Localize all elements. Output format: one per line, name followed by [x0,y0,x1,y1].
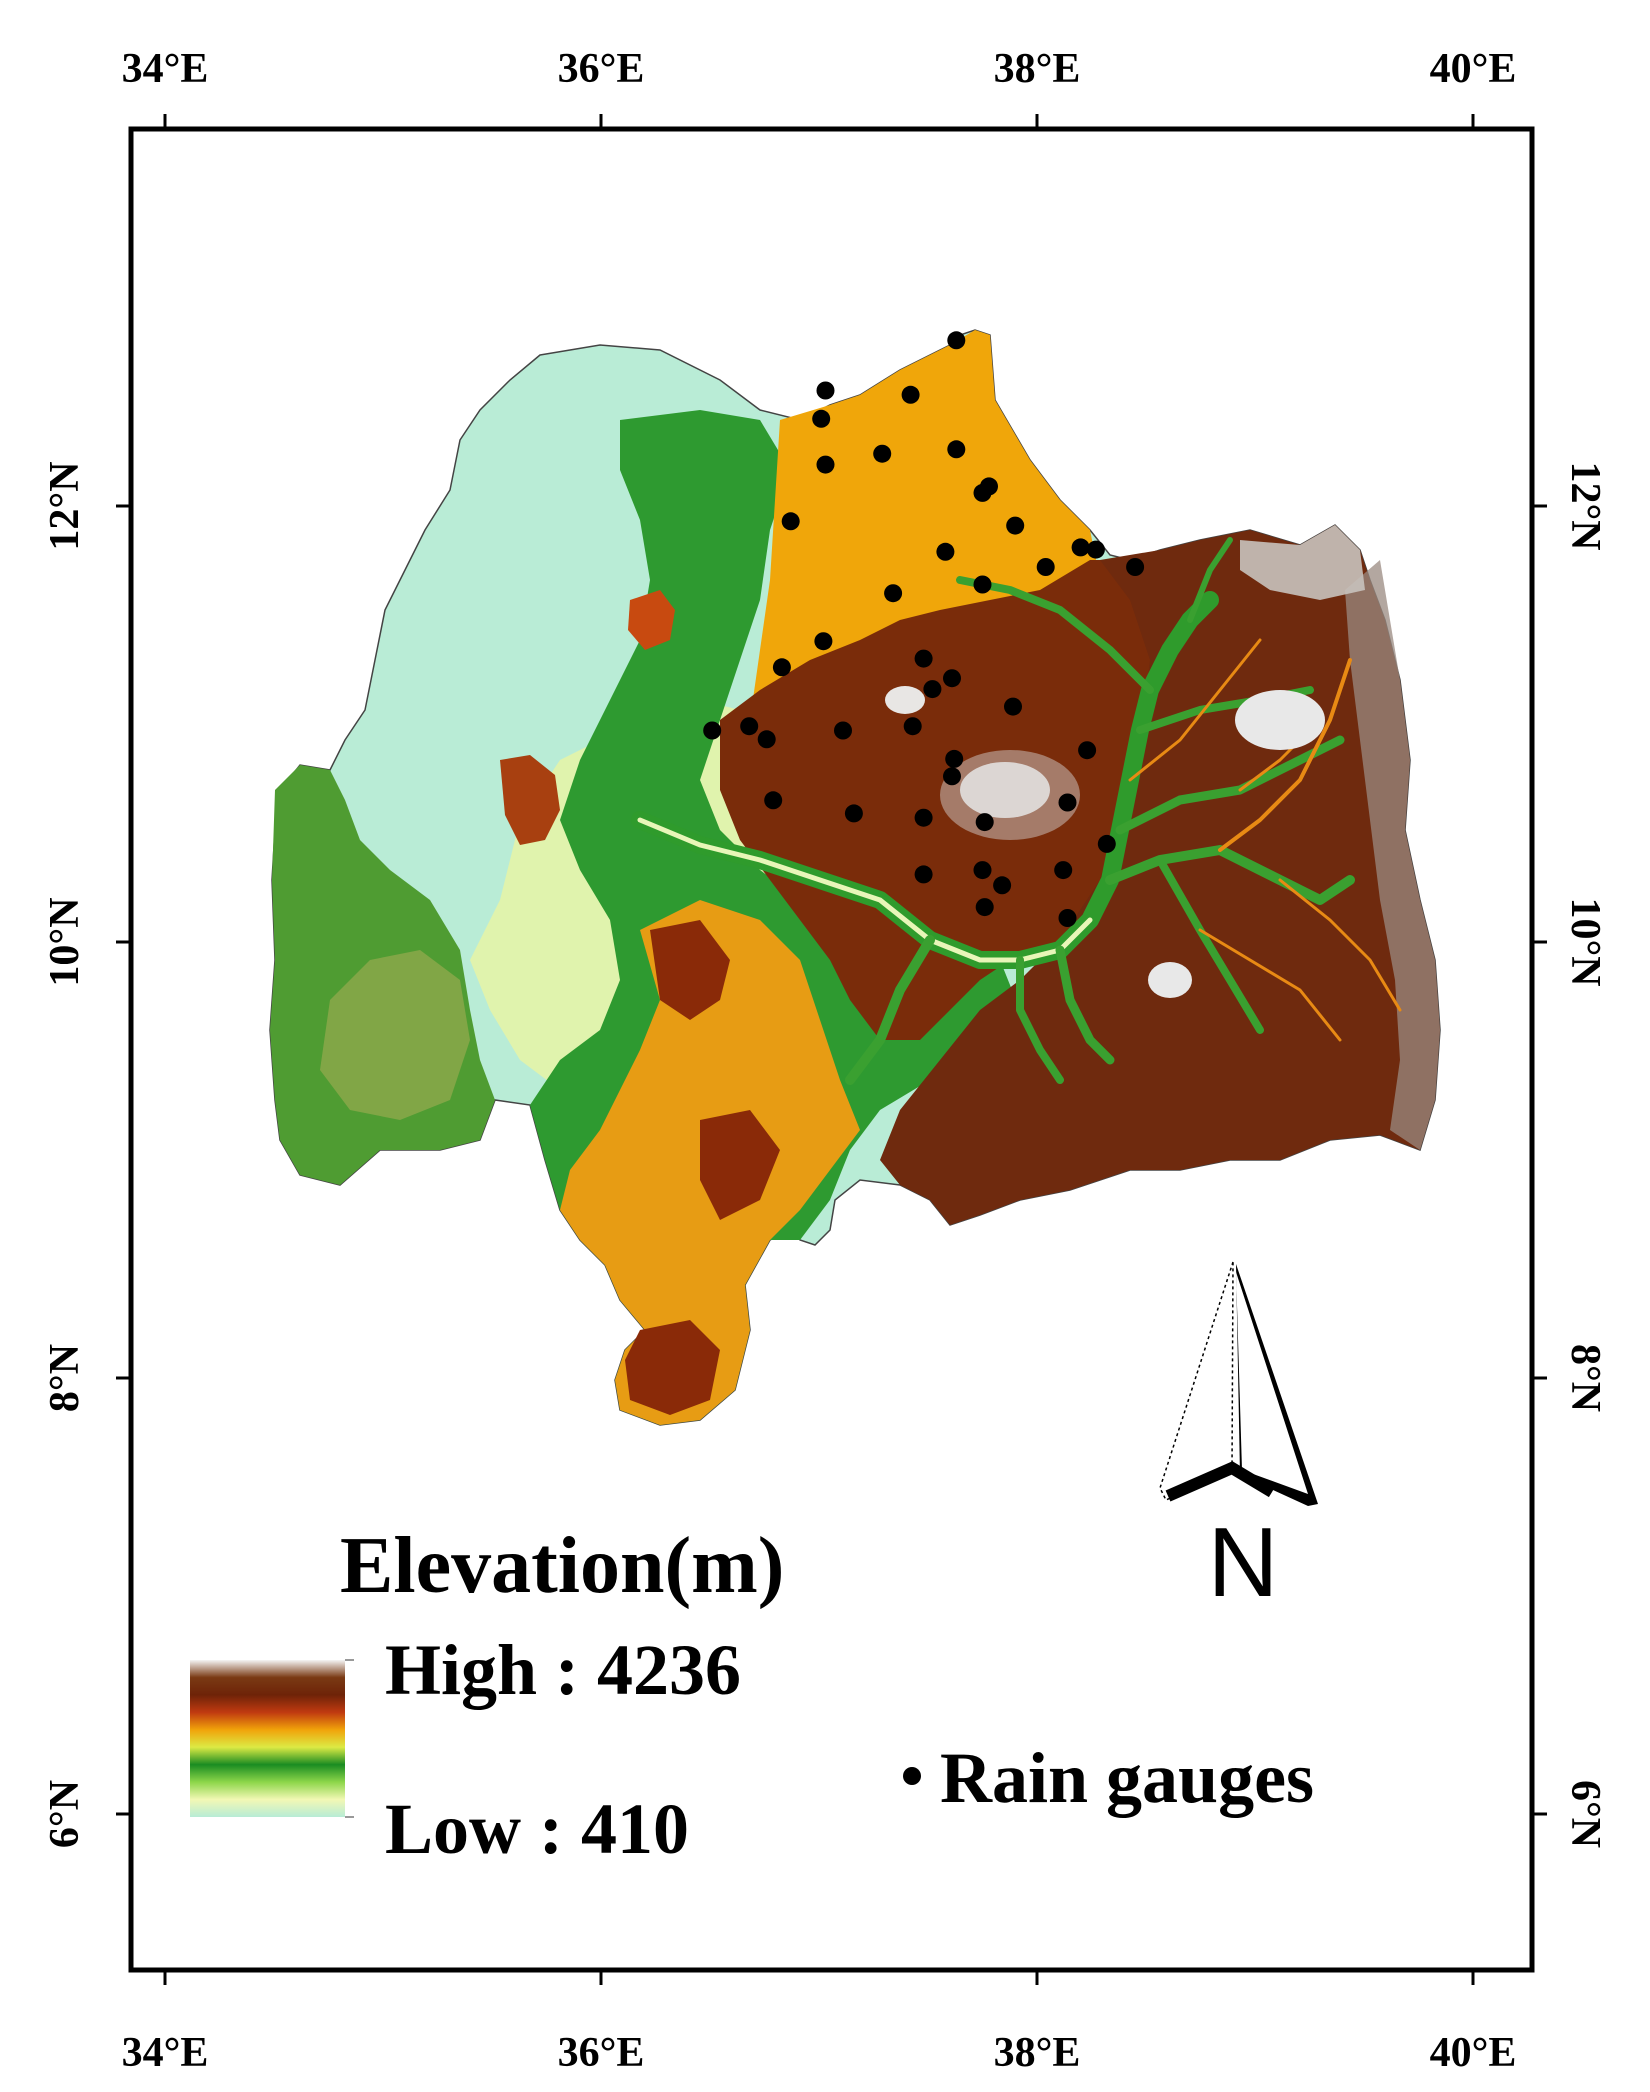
top-tick-40e: 40°E [1430,46,1517,92]
rain-gauge-point [945,749,964,768]
rain-gauge-point [1097,834,1116,853]
left-tick-10n: 10°N [42,897,88,986]
rain-gauge-point [884,584,903,603]
left-tick-6n: 6°N [42,1780,88,1848]
rain-gauge-point [781,512,800,531]
north-arrow-label: N [1208,1507,1279,1617]
east-summit [1235,690,1325,750]
rain-gauge-point [901,385,920,404]
left-tick-12n: 12°N [42,461,88,550]
bottom-axis-labels: 34°E 36°E 38°E 40°E [122,2030,1517,2076]
legend-gauges-label: Rain gauges [940,1738,1314,1818]
elevation-legend: Elevation(m) High : 4236 Low : 410 Rain … [190,1522,1314,1869]
rain-gauge-point [812,409,831,428]
rain-gauge-point [973,861,992,880]
rain-gauge-point [975,898,994,917]
legend-title: Elevation(m) [340,1522,784,1610]
southwest-olive-patch [320,950,470,1120]
southeast-summit [1148,962,1192,998]
rain-gauge-points [703,331,1145,927]
south-brown-core [625,920,780,1415]
right-tick-10n: 10°N [1562,897,1608,986]
north-arrow: N [1159,1261,1318,1617]
right-axis-labels: 12°N 10°N 8°N 6°N [1562,461,1608,1848]
top-tick-38e: 38°E [994,46,1081,92]
rain-gauge-point [873,444,892,463]
right-tick-6n: 6°N [1562,1780,1608,1848]
north-arrow-base [1165,1461,1276,1502]
rain-gauge-point [703,721,722,740]
basin-elevation-raster [269,329,1441,1426]
top-tick-34e: 34°E [122,46,209,92]
right-tick-12n: 12°N [1562,461,1608,550]
gojjam-summit [885,686,925,714]
rain-gauge-point [947,440,966,459]
bottom-tick-36e: 36°E [558,2030,645,2076]
rain-gauge-point [903,717,922,736]
rain-gauge-point [834,721,852,740]
choke-mountains-slope [940,750,1080,840]
rain-gauge-point [1058,909,1077,927]
legend-color-ramp [190,1660,345,1817]
rain-gauge-point [740,717,759,736]
rain-gauge-point [1086,540,1105,559]
rain-gauge-point [814,632,833,651]
legend-gauge-symbol [903,1767,921,1785]
rain-gauge-point [943,669,961,688]
rain-gauge-point [844,804,863,823]
rain-gauge-point [1126,558,1145,576]
ne-grey-rim [1240,525,1365,600]
rain-gauge-point [816,381,835,400]
northwest-hill-patch [628,590,675,650]
top-axis-labels: 34°E 36°E 38°E 40°E [122,46,1517,92]
rain-gauge-point [923,680,942,699]
rain-gauge-point [914,865,933,884]
rain-gauge-point [914,808,933,827]
rain-gauge-point [973,483,992,502]
rain-gauge-point [757,730,776,749]
rain-gauge-point [1006,516,1025,535]
north-arrow-right-inner [1236,1272,1308,1494]
rain-gauge-point [947,331,966,350]
north-arrow-left-half [1159,1261,1234,1501]
bottom-tick-40e: 40°E [1430,2030,1517,2076]
legend-high-label: High : 4236 [385,1630,741,1710]
rain-gauge-point [1054,861,1073,880]
rain-gauge-point [764,791,783,810]
bottom-tick-34e: 34°E [122,2030,209,2076]
bottom-tick-38e: 38°E [994,2030,1081,2076]
right-tick-8n: 8°N [1562,1344,1608,1412]
east-grey-rim [1345,560,1440,1150]
rain-gauge-point [1036,558,1055,576]
rain-gauge-point [1058,793,1077,812]
left-tick-8n: 8°N [42,1344,88,1412]
left-axis-labels: 12°N 10°N 8°N 6°N [42,461,88,1848]
rain-gauge-point [975,813,994,832]
rain-gauge-point [936,542,955,561]
legend-low-label: Low : 410 [385,1789,689,1869]
rain-gauge-point [993,876,1012,895]
blue-nile-gorge [631,537,1402,1085]
rain-gauge-point [943,767,961,786]
rain-gauge-point [1078,741,1097,760]
rain-gauge-point [816,455,835,474]
rain-gauge-point [973,575,992,594]
rain-gauge-point [1004,697,1022,716]
rain-gauge-point [772,658,791,677]
west-highland-patch [500,755,560,845]
top-tick-36e: 36°E [558,46,645,92]
rain-gauge-point [1071,538,1090,557]
axis-ticks [116,114,1547,1985]
rain-gauge-point [914,649,933,668]
